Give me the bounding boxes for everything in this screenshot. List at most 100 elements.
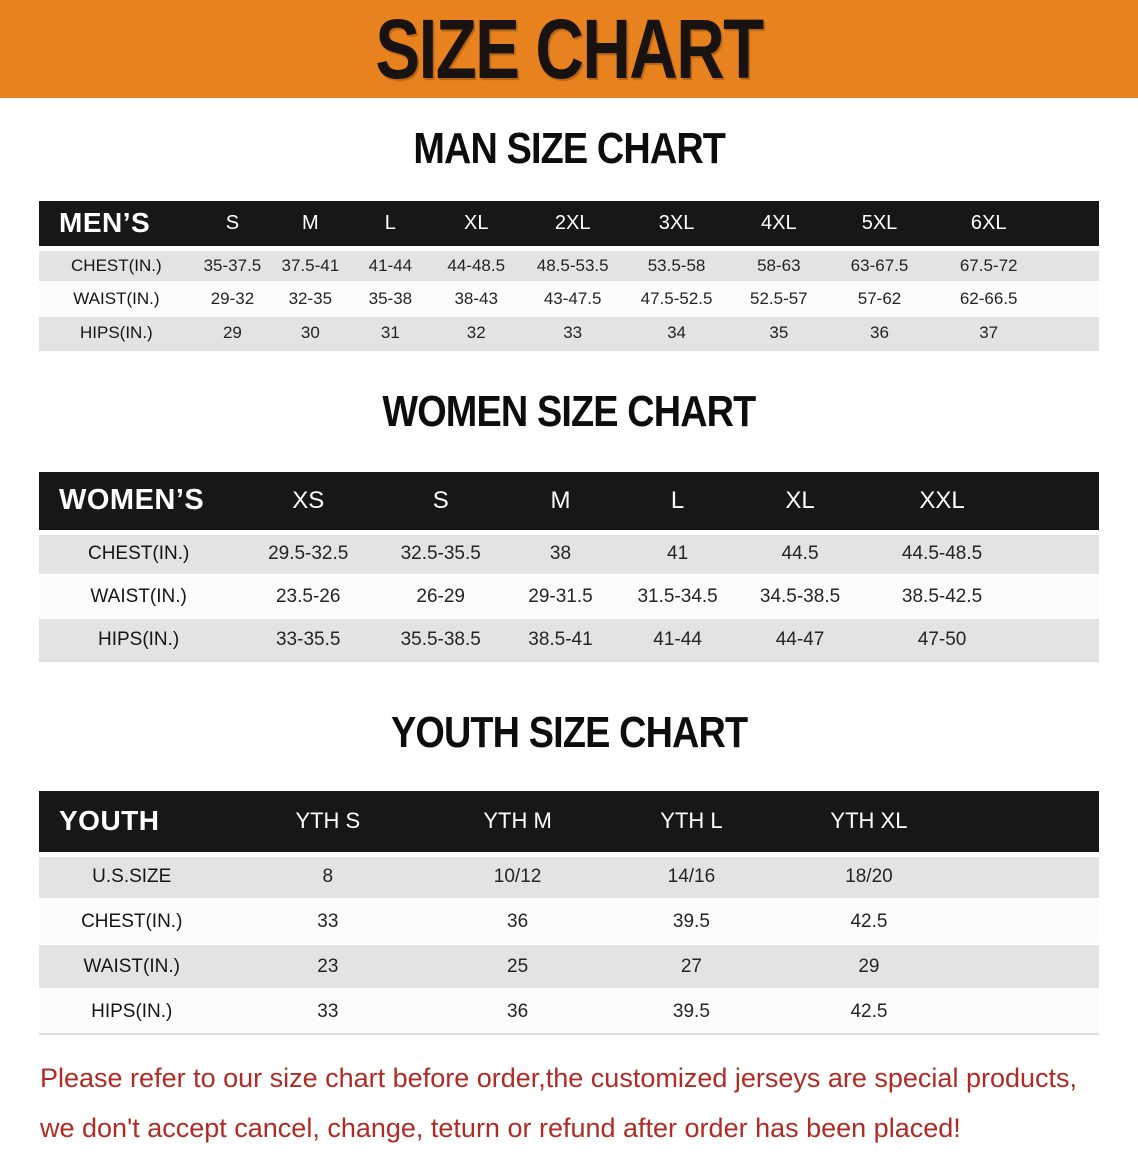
size-column-header: YTH M	[431, 791, 604, 857]
filler-cell	[1021, 575, 1099, 618]
filler-cell	[959, 944, 1099, 989]
value-cell: 29	[193, 316, 272, 350]
value-cell: 48.5-53.5	[521, 248, 625, 282]
table-row: HIPS(IN.) 33 36 39.5 42.5	[39, 989, 1099, 1034]
women-section-heading: WOMEN SIZE CHART	[0, 387, 1138, 444]
value-cell: 14/16	[603, 854, 779, 899]
value-cell: 18/20	[778, 854, 960, 899]
value-cell: 62-66.5	[930, 282, 1047, 316]
value-cell: 44.5	[737, 532, 863, 575]
value-cell: 42.5	[778, 989, 960, 1034]
size-column-header: 4XL	[729, 201, 829, 251]
value-cell: 31	[349, 316, 432, 350]
size-column-header: YTH L	[603, 791, 779, 857]
row-label: WAIST(IN.)	[39, 282, 194, 316]
womens-size-table: WOMEN’S XS S M L XL XXL CHEST(IN.) 29.5-32.5 32.5…	[39, 472, 1099, 662]
size-column-header: 3XL	[624, 201, 730, 251]
table-header-label: WOMEN’S	[39, 472, 239, 535]
table-row: WAIST(IN.) 23.5-26 26-29 29-31.5 31.5-34.5 34…	[39, 575, 1099, 618]
size-column-header: YTH S	[224, 791, 432, 857]
table-header-row: YOUTH YTH S YTH M YTH L YTH XL	[39, 791, 1099, 857]
filler-cell	[959, 899, 1099, 944]
value-cell: 38.5-41	[503, 618, 618, 661]
table-row: CHEST(IN.) 35-37.5 37.5-41 41-44 44-48.5 48.5…	[39, 248, 1099, 282]
table-row: WAIST(IN.) 23 25 27 29	[39, 944, 1099, 989]
size-column-header: L	[617, 472, 738, 535]
disclaimer-line-2: we don't accept cancel, change, teturn o…	[40, 1113, 961, 1143]
value-cell: 35-37.5	[193, 248, 272, 282]
table-row: HIPS(IN.) 33-35.5 35.5-38.5 38.5-41 41-44 44-…	[39, 618, 1099, 661]
value-cell: 41-44	[349, 248, 432, 282]
value-cell: 37.5-41	[271, 248, 350, 282]
size-column-header: S	[193, 201, 272, 251]
banner-title: SIZE CHART	[375, 2, 764, 96]
value-cell: 58-63	[729, 248, 829, 282]
value-cell: 34	[624, 316, 730, 350]
value-cell: 35-38	[349, 282, 432, 316]
size-column-header: XL	[737, 472, 863, 535]
youth-size-table: YOUTH YTH S YTH M YTH L YTH XL U.S.SIZE 8 10/12…	[39, 791, 1099, 1035]
value-cell: 44.5-48.5	[862, 532, 1022, 575]
row-label: U.S.SIZE	[39, 854, 225, 899]
value-cell: 29-31.5	[503, 575, 618, 618]
size-column-header: XS	[238, 472, 379, 535]
filler-cell	[1021, 532, 1099, 575]
man-section-heading-text: MAN SIZE CHART	[413, 124, 726, 173]
filler-cell	[959, 989, 1099, 1034]
mens-size-table: MEN’S S M L XL 2XL 3XL 4XL 5XL 6XL CHEST(IN.) 35-37…	[39, 201, 1099, 351]
row-label: CHEST(IN.)	[39, 248, 194, 282]
value-cell: 29	[778, 944, 960, 989]
value-cell: 35	[729, 316, 829, 350]
table-row: CHEST(IN.) 29.5-32.5 32.5-35.5 38 41 44.5 44.5…	[39, 532, 1099, 575]
size-chart-banner: SIZE CHART	[0, 0, 1138, 98]
value-cell: 52.5-57	[729, 282, 829, 316]
value-cell: 37	[930, 316, 1047, 350]
value-cell: 36	[431, 989, 604, 1034]
value-cell: 43-47.5	[521, 282, 625, 316]
row-label: CHEST(IN.)	[39, 899, 225, 944]
filler-cell	[1046, 248, 1099, 282]
table-header-row: MEN’S S M L XL 2XL 3XL 4XL 5XL 6XL	[39, 201, 1099, 251]
value-cell: 39.5	[603, 899, 779, 944]
value-cell: 57-62	[828, 282, 931, 316]
size-column-header: 2XL	[521, 201, 625, 251]
value-cell: 33	[224, 899, 432, 944]
size-column-header: 6XL	[930, 201, 1047, 251]
filler-cell	[1046, 316, 1099, 350]
value-cell: 63-67.5	[828, 248, 931, 282]
value-cell: 44-48.5	[431, 248, 522, 282]
value-cell: 23	[224, 944, 432, 989]
value-cell: 33	[224, 989, 432, 1034]
value-cell: 29.5-32.5	[238, 532, 379, 575]
value-cell: 10/12	[431, 854, 604, 899]
row-label: HIPS(IN.)	[39, 618, 239, 661]
value-cell: 26-29	[378, 575, 504, 618]
value-cell: 34.5-38.5	[737, 575, 863, 618]
man-section-heading: MAN SIZE CHART	[0, 124, 1138, 181]
value-cell: 32	[431, 316, 522, 350]
value-cell: 38-43	[431, 282, 522, 316]
value-cell: 38.5-42.5	[862, 575, 1022, 618]
value-cell: 42.5	[778, 899, 960, 944]
row-label: WAIST(IN.)	[39, 944, 225, 989]
table-header-label: MEN’S	[39, 201, 194, 251]
value-cell: 33-35.5	[238, 618, 379, 661]
size-column-header: M	[271, 201, 350, 251]
value-cell: 53.5-58	[624, 248, 730, 282]
value-cell: 38	[503, 532, 618, 575]
table-row: HIPS(IN.) 29 30 31 32 33 34 35 36 37	[39, 316, 1099, 350]
value-cell: 29-32	[193, 282, 272, 316]
value-cell: 67.5-72	[930, 248, 1047, 282]
value-cell: 41	[617, 532, 738, 575]
value-cell: 32-35	[271, 282, 350, 316]
row-label: WAIST(IN.)	[39, 575, 239, 618]
filler-cell	[1021, 472, 1099, 535]
size-column-header: S	[378, 472, 504, 535]
table-header-label: YOUTH	[39, 791, 225, 857]
value-cell: 31.5-34.5	[617, 575, 738, 618]
value-cell: 41-44	[617, 618, 738, 661]
size-column-header: L	[349, 201, 432, 251]
value-cell: 33	[521, 316, 625, 350]
size-column-header: XL	[431, 201, 522, 251]
value-cell: 32.5-35.5	[378, 532, 504, 575]
